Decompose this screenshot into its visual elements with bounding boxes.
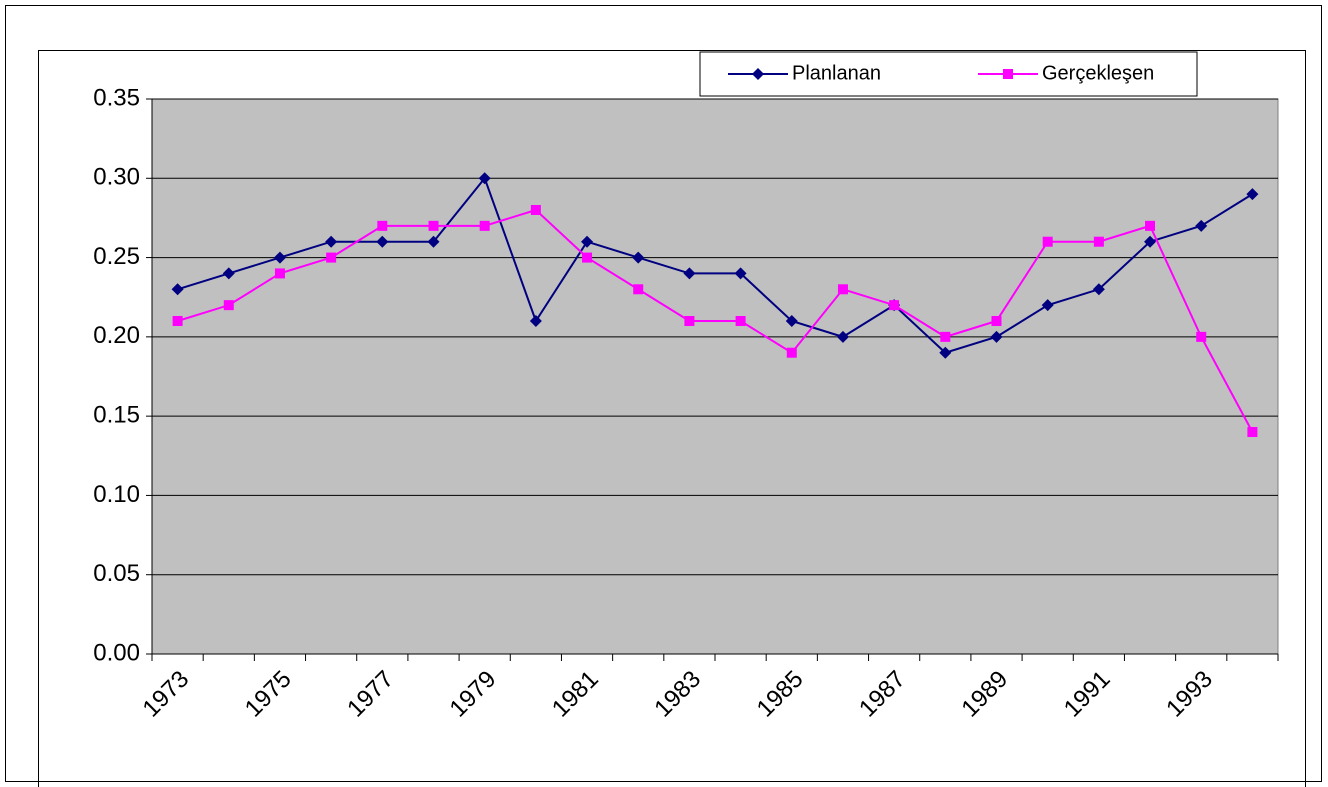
data-point xyxy=(1092,283,1105,296)
data-point xyxy=(171,283,184,296)
data-point xyxy=(1195,219,1208,232)
chart-area-border xyxy=(38,50,1306,787)
data-point xyxy=(785,315,798,327)
data-point xyxy=(325,235,338,248)
data-point xyxy=(836,330,849,343)
data-point xyxy=(1145,220,1156,231)
data-point xyxy=(326,252,337,263)
y-tick-label: 0.00 xyxy=(93,639,140,666)
y-tick-label: 0.15 xyxy=(93,401,140,428)
series-line xyxy=(177,208,1254,433)
data-point xyxy=(991,316,1002,326)
data-point xyxy=(479,220,490,231)
y-tick-label: 0.25 xyxy=(93,243,140,270)
data-point xyxy=(683,267,696,280)
data-point xyxy=(1093,236,1104,247)
data-point xyxy=(428,220,439,231)
data-point xyxy=(837,284,848,295)
data-point xyxy=(684,316,695,326)
legend-label: Gerçekleşen xyxy=(1042,62,1154,84)
data-point xyxy=(478,172,491,185)
y-tick-label: 0.20 xyxy=(93,322,140,349)
data-point xyxy=(939,346,952,359)
data-point xyxy=(786,347,797,358)
y-tick-label: 0.05 xyxy=(93,560,140,587)
data-point xyxy=(735,316,746,326)
data-point xyxy=(1041,299,1054,312)
data-point xyxy=(1196,331,1207,342)
data-point xyxy=(1247,427,1258,437)
legend-marker xyxy=(1003,69,1013,79)
data-point xyxy=(940,331,951,342)
y-tick-label: 0.10 xyxy=(93,481,140,508)
data-point xyxy=(529,315,542,327)
data-point xyxy=(376,235,389,248)
y-tick-label: 0.35 xyxy=(93,84,140,111)
data-point xyxy=(222,267,235,280)
data-point xyxy=(223,300,234,311)
data-point xyxy=(274,268,285,279)
data-point xyxy=(172,316,183,326)
data-point xyxy=(990,330,1003,343)
data-point xyxy=(377,220,388,231)
data-point xyxy=(582,252,593,263)
data-point xyxy=(530,205,541,215)
data-point xyxy=(633,284,644,295)
data-point xyxy=(1042,236,1053,247)
data-point xyxy=(1144,235,1157,248)
data-point xyxy=(734,267,747,280)
legend-marker xyxy=(752,68,764,80)
data-point xyxy=(632,251,645,264)
y-tick-label: 0.30 xyxy=(93,164,140,191)
data-point xyxy=(889,300,900,311)
data-point xyxy=(1246,188,1259,201)
data-point xyxy=(581,235,594,248)
legend-label: Planlanan xyxy=(792,62,881,84)
data-point xyxy=(273,251,286,264)
plot-area xyxy=(151,98,1279,655)
data-point xyxy=(427,235,440,248)
